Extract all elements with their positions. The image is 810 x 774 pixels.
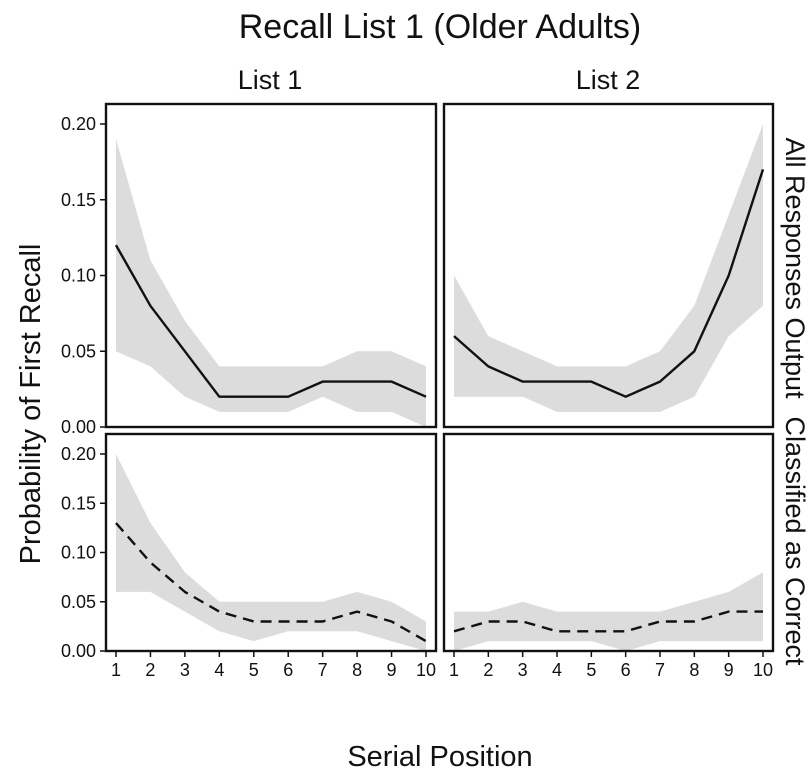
x-tick-label: 6 [621,660,631,680]
x-axis-title: Serial Position [347,741,532,773]
y-tick-label: 0.05 [61,592,96,612]
strip-label-classified-correct: Classified as Correct [780,416,810,666]
confidence-band [454,124,763,412]
x-tick-label: 9 [724,660,734,680]
strip-label-list-2: List 2 [576,65,641,95]
confidence-band [454,572,763,651]
y-tick-label: 0.20 [61,114,96,134]
x-tick-label: 8 [689,660,699,680]
y-tick-label: 0.00 [61,641,96,661]
x-tick-label: 4 [214,660,224,680]
x-tick-label: 7 [318,660,328,680]
x-tick-label: 2 [145,660,155,680]
chart-title: Recall List 1 (Older Adults) [239,8,642,46]
confidence-band [116,454,426,651]
panel-2 [442,102,775,429]
confidence-band [116,139,426,427]
panel-grid: 0.00 0.05 0.10 0.15 0.20 0.00 0.05 0.10 0.15 0.20… [61,102,775,680]
series-line [114,244,427,398]
x-tick-label: 4 [552,660,562,680]
y-tick-label: 0.20 [61,444,96,464]
series-line [115,522,427,643]
panel-border [442,102,775,429]
strip-label-all-responses: All Responses Output [780,137,810,399]
x-tick-label: 7 [655,660,665,680]
x-tick-label: 8 [352,660,362,680]
x-tick-label: 3 [180,660,190,680]
y-tick-label: 0.10 [61,543,96,563]
y-tick-label: 0.10 [61,266,96,286]
x-tick-label: 3 [518,660,528,680]
series-line [453,610,763,633]
x-tick-label: 2 [483,660,493,680]
x-tick-label: 5 [586,660,596,680]
panel-border [442,432,775,653]
x-tick-label: 10 [753,660,773,680]
panel-border [104,432,438,653]
y-tick-label: 0.05 [61,341,96,361]
y-tick-label: 0.00 [61,417,96,437]
series-line [453,169,765,398]
strip-label-list-1: List 1 [238,65,303,95]
x-tick-label: 1 [111,660,121,680]
x-tick-label: 5 [249,660,259,680]
y-axis-title: Probability of First Recall [15,244,47,565]
panel-1: 0.00 0.05 0.10 0.15 0.20 [61,102,438,437]
x-tick-label: 1 [449,660,459,680]
y-tick-label: 0.15 [61,493,96,513]
panel-4: 1 2 3 4 5 6 7 8 9 10 [442,432,775,680]
x-tick-label: 6 [283,660,293,680]
y-tick-label: 0.15 [61,190,96,210]
panel-3: 0.00 0.05 0.10 0.15 0.20 1 2 3 4 5 6 7 8 9 10 [61,432,438,680]
panel-border [104,102,438,429]
x-tick-label: 10 [416,660,436,680]
x-tick-label: 9 [387,660,397,680]
